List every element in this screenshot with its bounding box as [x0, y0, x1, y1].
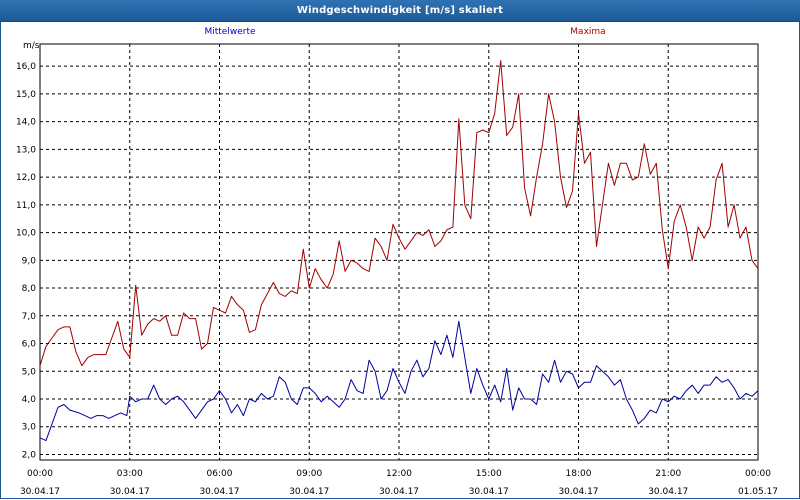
series-line-mittelwerte	[39, 320, 759, 442]
y-tick-label: 3,0	[22, 423, 37, 433]
x-tick-date: 30.04.17	[289, 487, 329, 497]
grid-lines	[40, 44, 758, 460]
x-tick-date: 30.04.17	[199, 487, 239, 497]
x-tick-time: 21:00	[655, 469, 681, 479]
x-tick-date: 30.04.17	[558, 487, 598, 497]
window-title: Windgeschwindigkeit [m/s] skaliert	[0, 0, 800, 22]
x-tick-time: 09:00	[296, 469, 322, 479]
y-tick-label: 11,0	[16, 201, 36, 211]
x-tick-time: 18:00	[566, 469, 592, 479]
y-tick-label: 4,0	[22, 395, 37, 405]
y-axis-ticks: 2,0 3,0 4,0 5,0 6,0 7,0 8,0 9,0 10,0 11,0 12,0 13,0…	[16, 62, 36, 460]
y-tick-label: 14,0	[16, 118, 36, 128]
x-tick-date: 30.04.17	[110, 487, 150, 497]
x-tick-time: 03:00	[117, 469, 143, 479]
x-tick-date: 30.04.17	[20, 487, 60, 497]
y-tick-label: 8,0	[22, 284, 37, 294]
y-tick-label: 10,0	[16, 229, 36, 239]
y-axis-unit-label: m/s	[23, 41, 40, 51]
x-tick-time: 15:00	[476, 469, 502, 479]
x-tick-date: 30.04.17	[648, 487, 688, 497]
y-tick-label: 6,0	[22, 340, 37, 350]
legend-mittelwerte: Mittelwerte	[204, 27, 255, 37]
x-tick-date: 01.05.17	[738, 487, 778, 497]
y-tick-label: 16,0	[16, 62, 36, 72]
plot-area-border	[39, 43, 759, 461]
x-tick-date: 30.04.17	[379, 487, 419, 497]
x-axis-ticks: 00:00 30.04.17 03:00 30.04.17 06:00 30.04.17 0…	[20, 469, 778, 497]
y-tick-label: 12,0	[16, 173, 36, 183]
x-tick-time: 00:00	[745, 469, 771, 479]
series-line-maxima	[39, 60, 759, 367]
x-tick-time: 00:00	[27, 469, 53, 479]
series-lines	[39, 60, 759, 442]
x-tick-date: 30.04.17	[469, 487, 509, 497]
x-tick-time: 06:00	[207, 469, 233, 479]
y-tick-label: 15,0	[16, 90, 36, 100]
y-tick-label: 7,0	[22, 312, 37, 322]
legend-maxima: Maxima	[570, 27, 605, 37]
y-tick-label: 9,0	[22, 256, 37, 266]
y-tick-label: 5,0	[22, 367, 37, 377]
x-tick-time: 12:00	[386, 469, 412, 479]
y-tick-label: 13,0	[16, 145, 36, 155]
y-tick-label: 2,0	[22, 450, 37, 460]
